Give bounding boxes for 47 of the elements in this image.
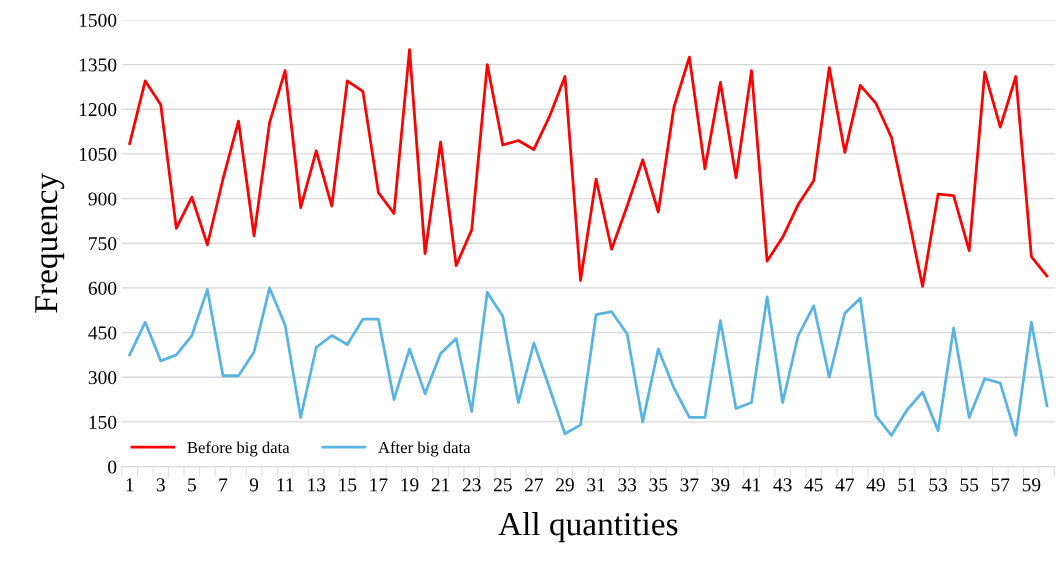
x-tick-label: 29 bbox=[556, 478, 574, 492]
y-tick-label: 900 bbox=[88, 192, 117, 206]
x-tick-label: 49 bbox=[866, 478, 885, 492]
x-tick-label: 3 bbox=[156, 478, 165, 492]
y-tick-label: 1050 bbox=[79, 147, 117, 161]
x-axis-title: All quantities bbox=[498, 511, 678, 543]
y-tick-label: 1350 bbox=[79, 58, 117, 72]
x-tick-label: 55 bbox=[960, 478, 979, 492]
x-tick-label: 23 bbox=[462, 478, 481, 492]
x-tick-label: 9 bbox=[249, 478, 259, 492]
y-tick-label: 300 bbox=[88, 371, 117, 385]
y-tick-label: 0 bbox=[108, 460, 117, 474]
x-tick-label: 13 bbox=[308, 478, 326, 492]
x-tick-label: 41 bbox=[742, 478, 761, 492]
legend-label: Before big data bbox=[187, 441, 290, 457]
x-tick-label: 57 bbox=[991, 478, 1010, 492]
x-tick-label: 15 bbox=[339, 478, 357, 492]
y-tick-label: 600 bbox=[88, 281, 117, 295]
x-tick-label: 27 bbox=[525, 478, 544, 492]
y-tick-label: 150 bbox=[89, 415, 117, 429]
line-series bbox=[128, 48, 1049, 288]
y-tick-label: 750 bbox=[89, 237, 117, 251]
x-tick-label: 31 bbox=[587, 478, 605, 492]
legend-label: After big data bbox=[378, 441, 471, 457]
x-tick-label: 39 bbox=[711, 478, 730, 492]
x-tick-label: 11 bbox=[277, 478, 294, 492]
x-tick-label: 37 bbox=[680, 478, 699, 492]
y-axis-title: Frequency bbox=[35, 173, 65, 313]
x-tick-label: 5 bbox=[188, 478, 196, 492]
x-tick-label: 17 bbox=[370, 478, 388, 492]
x-tick-label: 33 bbox=[618, 478, 637, 492]
x-tick-label: 7 bbox=[219, 478, 228, 492]
y-tick-label: 1200 bbox=[79, 103, 117, 117]
x-tick-label: 59 bbox=[1022, 478, 1041, 492]
line-series bbox=[128, 286, 1049, 437]
x-tick-label: 1 bbox=[126, 478, 134, 492]
x-tick-label: 35 bbox=[649, 478, 668, 492]
x-tick-label: 51 bbox=[898, 478, 916, 492]
x-tick-label: 45 bbox=[804, 478, 823, 492]
x-tick-label: 47 bbox=[835, 478, 854, 492]
x-tick-label: 43 bbox=[773, 478, 792, 492]
y-tick-label: 1500 bbox=[79, 13, 117, 27]
x-tick-label: 25 bbox=[493, 478, 512, 492]
y-tick-label: 450 bbox=[88, 326, 117, 340]
x-tick-label: 19 bbox=[401, 478, 419, 492]
x-tick-label: 53 bbox=[929, 478, 948, 492]
x-tick-label: 21 bbox=[431, 478, 450, 492]
